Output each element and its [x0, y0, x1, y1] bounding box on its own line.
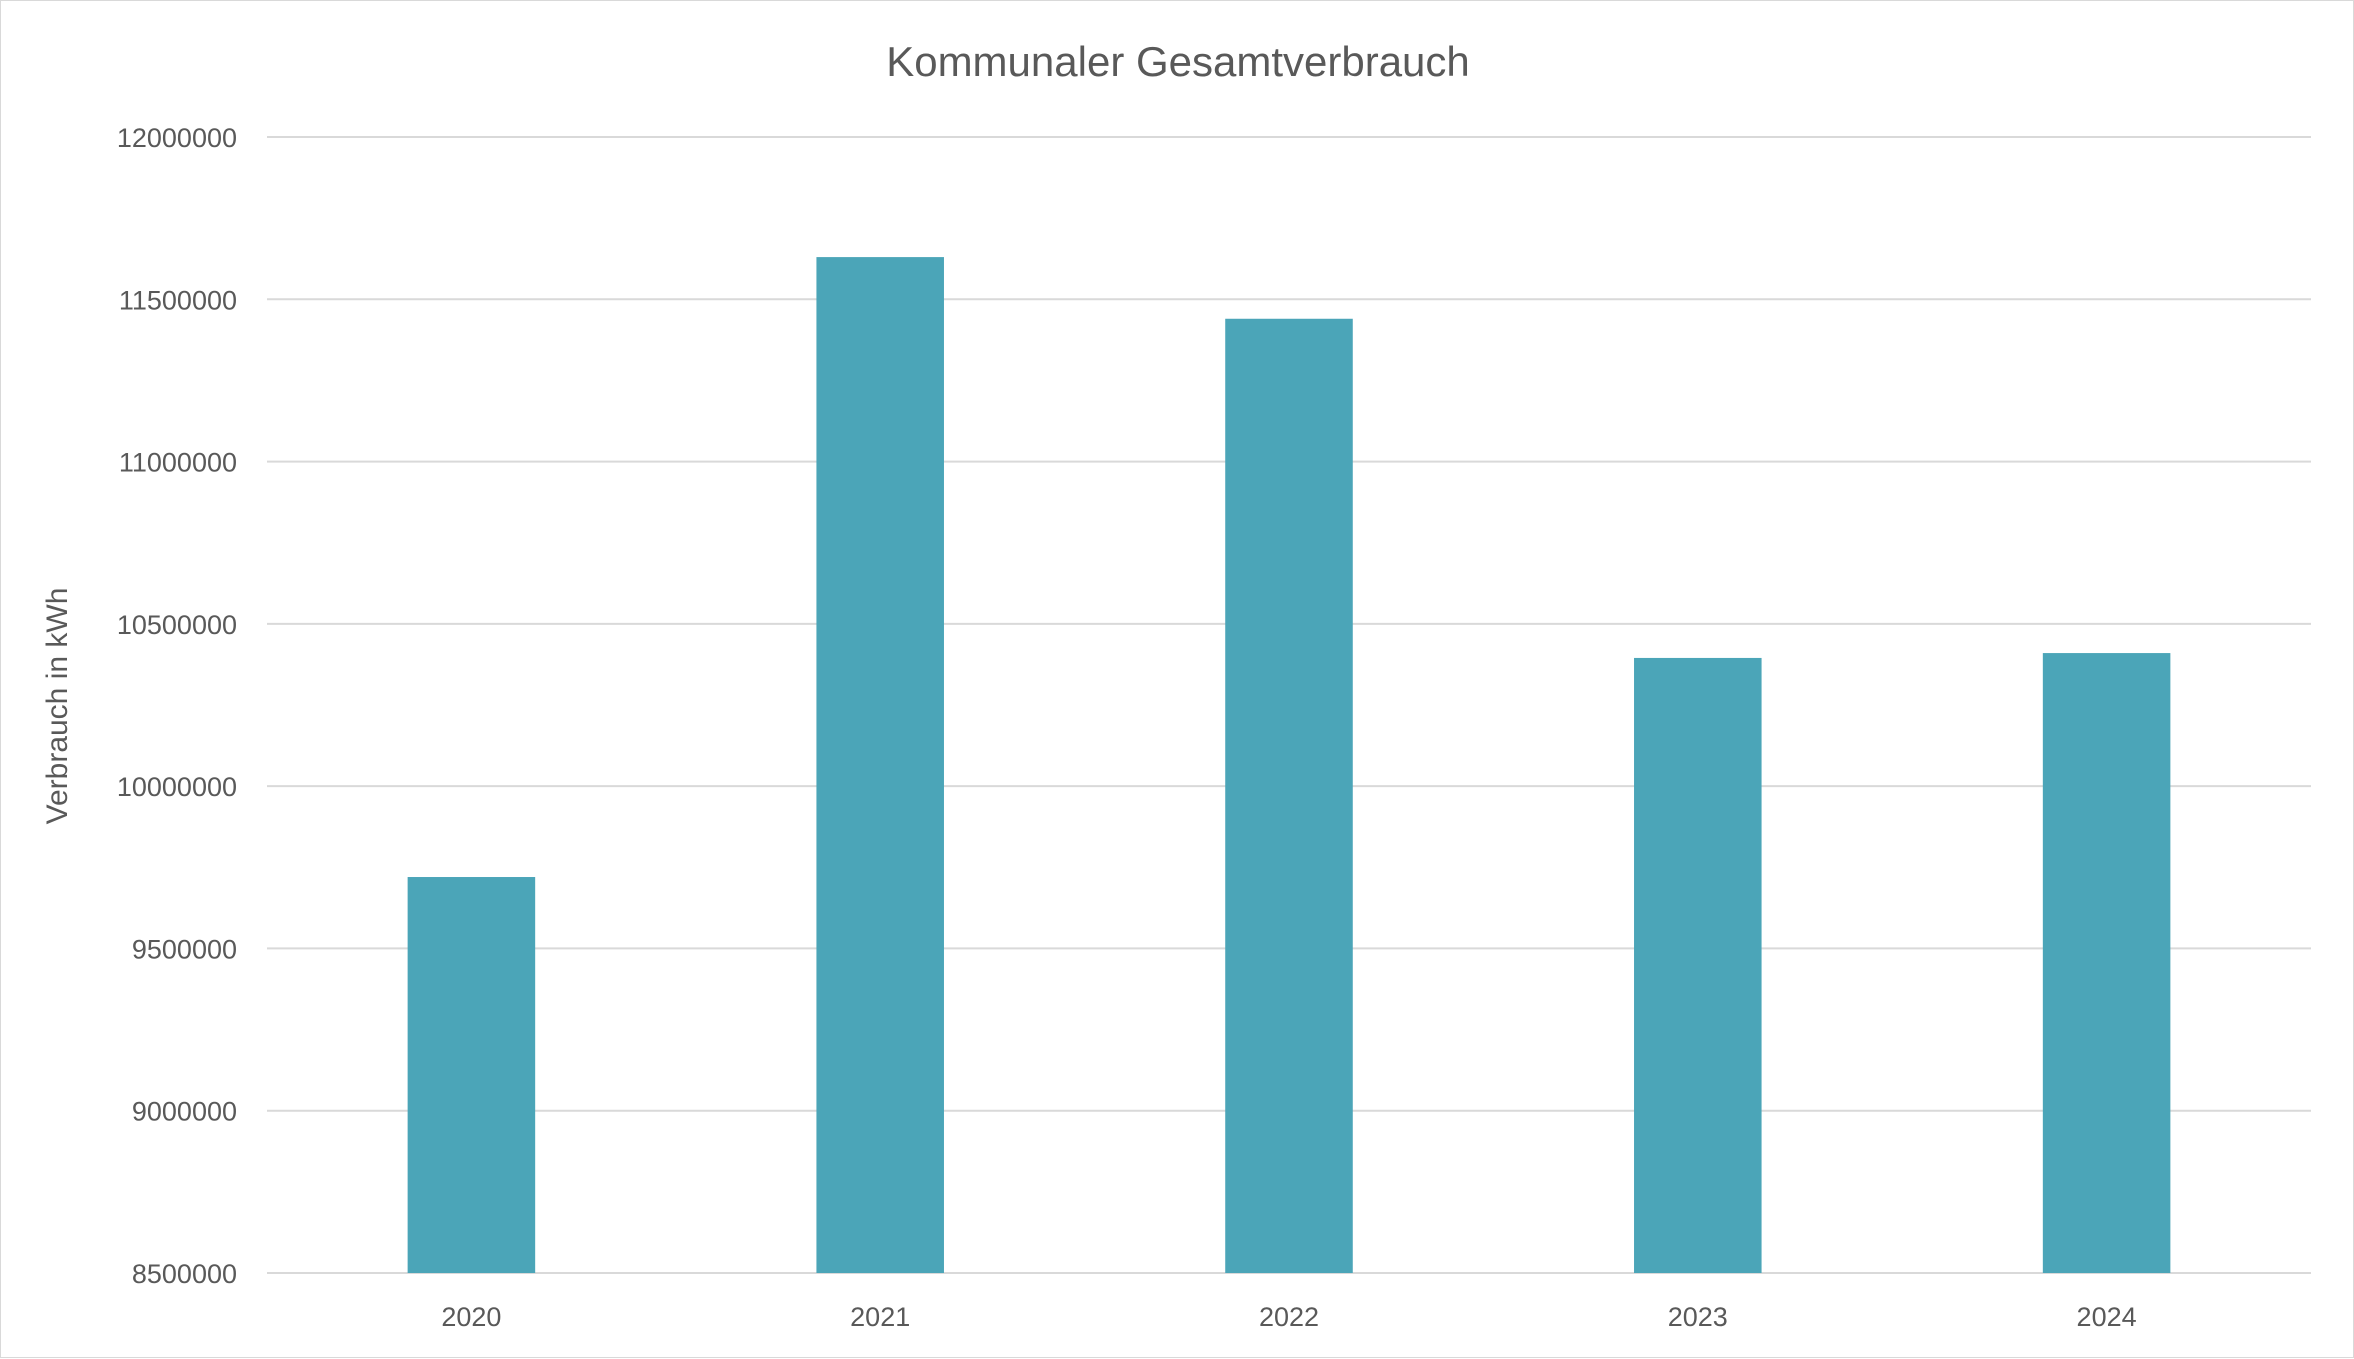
- y-tick-label: 9000000: [132, 1097, 237, 1127]
- x-tick-label: 2023: [1668, 1302, 1728, 1332]
- bar-2022: [1225, 318, 1353, 1273]
- bar-2023: [1634, 657, 1762, 1273]
- x-tick-label: 2022: [1259, 1302, 1319, 1332]
- x-axis-ticks: 2020 2021 2022 2023 2024: [441, 1302, 2136, 1332]
- y-tick-label: 8500000: [132, 1259, 237, 1289]
- y-tick-label: 10000000: [117, 772, 237, 802]
- y-tick-label: 11000000: [119, 448, 237, 478]
- y-axis-ticks: 8500000 9000000 9500000 10000000 10500000 110…: [117, 123, 237, 1289]
- bar-2020: [407, 877, 536, 1273]
- bar-2021: [816, 257, 944, 1273]
- y-tick-label: 9500000: [132, 934, 237, 964]
- y-tick-label: 11500000: [119, 285, 237, 315]
- y-tick-label: 10500000: [117, 610, 237, 640]
- x-tick-label: 2021: [850, 1302, 910, 1332]
- x-tick-label: 2020: [441, 1302, 501, 1332]
- y-axis-title: Verbrauch in kWh: [41, 588, 74, 825]
- chart-title: Kommunaler Gesamtverbrauch: [886, 38, 1470, 85]
- bar-2024: [2042, 653, 2171, 1273]
- bars: [407, 257, 2171, 1273]
- x-tick-label: 2024: [2077, 1302, 2137, 1332]
- y-tick-label: 12000000: [117, 123, 237, 153]
